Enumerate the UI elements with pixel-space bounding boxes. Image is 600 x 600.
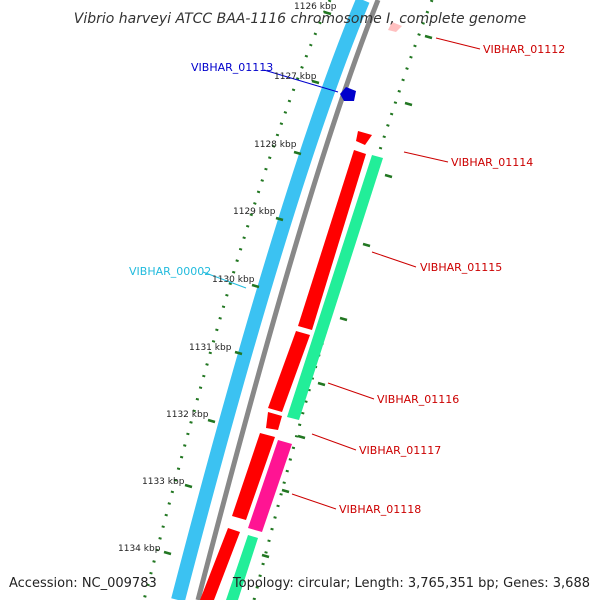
backbone-blue-track <box>171 0 370 600</box>
tick-label: 1128 kbp <box>254 140 297 150</box>
green-feature-track-2 <box>226 535 258 600</box>
cds-next <box>200 528 240 600</box>
tick-labels: 1126 kbp 1127 kbp 1128 kbp 1129 kbp 1130… <box>118 2 337 554</box>
gene-labels: VIBHAR_01112 VIBHAR_01113 VIBHAR_01114 V… <box>129 43 565 516</box>
tick-label: 1131 kbp <box>189 343 232 353</box>
map-title: Vibrio harveyi ATCC BAA-1116 chromosome … <box>74 11 526 27</box>
cds-vibhar-01115 <box>298 150 366 330</box>
accession-text: Accession: NC_009783 <box>9 576 157 591</box>
tick-label: 1129 kbp <box>233 207 276 217</box>
gene-label-vibhar-01115: VIBHAR_01115 <box>420 261 502 274</box>
green-feature-track-1 <box>287 155 383 420</box>
tick-label: 1130 kbp <box>212 275 255 285</box>
tick-marks-inner <box>261 34 433 559</box>
gene-label-vibhar-01113: VIBHAR_01113 <box>191 61 273 74</box>
gene-label-vibhar-01117: VIBHAR_01117 <box>359 444 441 457</box>
leader-lines <box>202 37 481 510</box>
topology-text: Topology: circular; Length: 3,765,351 bp… <box>232 576 590 591</box>
pink-feature <box>248 440 292 532</box>
cds-vibhar-01117 <box>266 412 282 430</box>
backbone-gray-track <box>195 0 381 600</box>
cds-vibhar-01116 <box>268 331 310 412</box>
tick-label: 1133 kbp <box>142 477 185 487</box>
gene-label-vibhar-01112: VIBHAR_01112 <box>483 43 565 56</box>
tick-label: 1132 kbp <box>166 410 209 420</box>
faint-feature-top <box>388 22 402 32</box>
gene-label-vibhar-01116: VIBHAR_01116 <box>377 393 459 406</box>
tick-marks-outer <box>163 10 332 556</box>
inner-dotted-ring <box>252 0 434 600</box>
cds-vibhar-01114-arrow <box>356 131 372 145</box>
gene-vibhar-01113-marker <box>340 87 356 101</box>
cds-vibhar-01118 <box>232 433 275 520</box>
gene-label-vibhar-00002: VIBHAR_00002 <box>129 265 211 278</box>
tick-label: 1126 kbp <box>294 2 337 12</box>
gene-label-vibhar-01114: VIBHAR_01114 <box>451 156 533 169</box>
gene-label-vibhar-01118: VIBHAR_01118 <box>339 503 421 516</box>
tick-label: 1134 kbp <box>118 544 161 554</box>
tick-label: 1127 kbp <box>274 72 317 82</box>
